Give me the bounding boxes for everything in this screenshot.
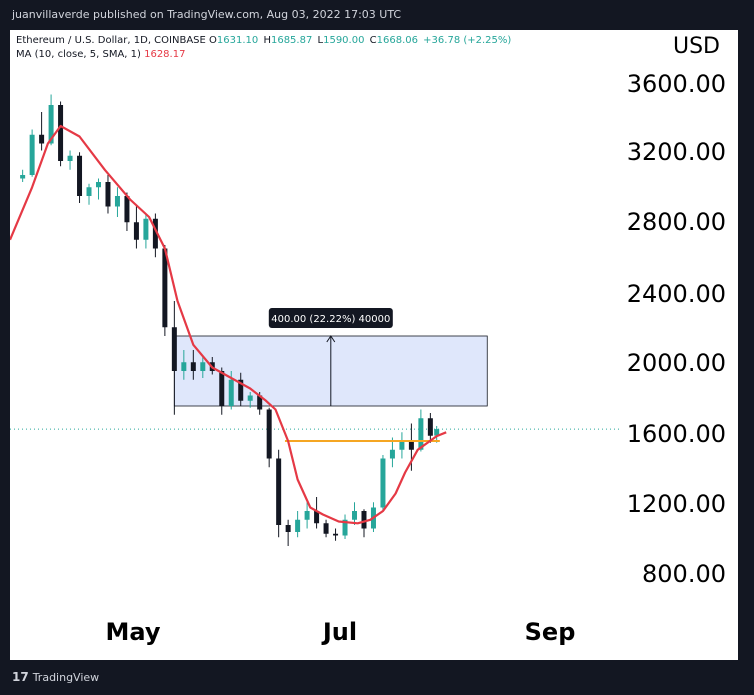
tradingview-logo-icon: 17 — [12, 670, 29, 684]
legend-ma-row: MA (10, close, 5, SMA, 1) 1628.17 — [16, 48, 513, 62]
candle-body — [48, 105, 54, 144]
legend-low-value: 1590.00 — [323, 35, 365, 46]
axis-currency-label: USD — [672, 34, 720, 59]
time-tick: Jul — [322, 618, 358, 646]
candle-body — [133, 222, 139, 240]
candle-body — [361, 511, 367, 529]
legend-open-value: 1631.10 — [216, 35, 259, 46]
chart-panel[interactable]: 400.00 (22.22%) 40000 Ethereum / U.S. Do… — [10, 30, 738, 660]
chart-legend: Ethereum / U.S. Dollar, 1D, COINBASE O16… — [16, 34, 513, 62]
price-tick: 800.00 — [642, 560, 726, 588]
ma-line — [10, 124, 447, 525]
range-label: 400.00 (22.22%) 40000 — [271, 314, 390, 325]
legend-symbol-row: Ethereum / U.S. Dollar, 1D, COINBASE O16… — [16, 34, 513, 48]
candle-body — [276, 458, 282, 525]
tradingview-logo[interactable]: 17 TradingView — [12, 660, 99, 695]
price-range-measure[interactable]: 400.00 (22.22%) 40000 — [173, 308, 488, 407]
candle-body — [105, 182, 111, 207]
candle-body — [152, 218, 158, 249]
footer-brand: TradingView — [32, 671, 100, 684]
candle-body — [314, 511, 320, 524]
legend-ma-value: 1628.17 — [144, 49, 186, 60]
candle-body — [171, 327, 177, 371]
candle-body — [434, 429, 440, 436]
legend-change: +36.78 (+2.25%) — [423, 35, 512, 46]
legend-high-value: 1685.87 — [270, 35, 313, 46]
candle-body — [323, 523, 329, 534]
candle-body — [342, 519, 348, 536]
candle-body — [219, 371, 225, 406]
candle-body — [58, 105, 64, 161]
price-tick: 2000.00 — [626, 349, 726, 377]
candle-body — [333, 533, 339, 536]
candle-body — [200, 362, 206, 371]
legend-close-value: 1668.06 — [376, 35, 418, 46]
candle-body — [295, 519, 301, 532]
candle-body — [29, 134, 35, 175]
candle-body — [124, 196, 130, 223]
candle-body — [39, 134, 45, 144]
candle-body — [238, 379, 244, 401]
candle-body — [190, 362, 196, 371]
candle-body — [228, 379, 234, 406]
candle-body — [352, 511, 358, 520]
price-tick: 2800.00 — [626, 208, 726, 236]
candle-body — [304, 511, 310, 520]
range-label-box — [268, 308, 393, 328]
price-tick: 3200.00 — [626, 138, 726, 166]
candle-body — [399, 441, 405, 450]
legend-symbol: Ethereum / U.S. Dollar, 1D, COINBASE — [16, 35, 206, 46]
moving-average-series — [10, 124, 447, 525]
price-tick: 1600.00 — [626, 420, 726, 448]
legend-low-label: L — [317, 35, 324, 46]
candlestick-series — [20, 94, 440, 546]
footer-bar: 17 TradingView — [0, 660, 754, 695]
candle-body — [408, 441, 414, 450]
candle-body — [427, 418, 433, 436]
candle-body — [95, 182, 101, 188]
price-tick: 2400.00 — [626, 280, 726, 308]
candle-body — [77, 155, 83, 196]
candle-body — [143, 218, 149, 240]
candle-body — [380, 458, 386, 508]
candle-body — [86, 187, 92, 196]
candle-body — [247, 395, 253, 401]
price-chart-svg[interactable]: 400.00 (22.22%) 40000 — [10, 30, 738, 660]
candle-body — [67, 155, 73, 161]
candle-body — [266, 409, 272, 459]
legend-close-label: C — [369, 35, 377, 46]
legend-open-label: O — [209, 35, 217, 46]
legend-ma-label: MA (10, close, 5, SMA, 1) — [16, 49, 141, 60]
price-tick: 1200.00 — [626, 490, 726, 518]
publish-text: juanvillaverde published on TradingView.… — [12, 8, 402, 21]
candle-body — [257, 395, 263, 410]
candle-body — [114, 196, 120, 207]
time-tick: Sep — [524, 618, 576, 646]
publish-header: juanvillaverde published on TradingView.… — [0, 0, 754, 30]
legend-high-label: H — [263, 35, 271, 46]
range-arrow-head — [326, 335, 336, 343]
candle-body — [162, 248, 168, 328]
candle-body — [20, 175, 26, 179]
candle-body — [181, 362, 187, 371]
candle-body — [285, 525, 291, 532]
candle-body — [389, 449, 395, 459]
price-tick: 3600.00 — [626, 70, 726, 98]
time-tick: May — [105, 618, 161, 646]
candle-body — [418, 418, 424, 450]
